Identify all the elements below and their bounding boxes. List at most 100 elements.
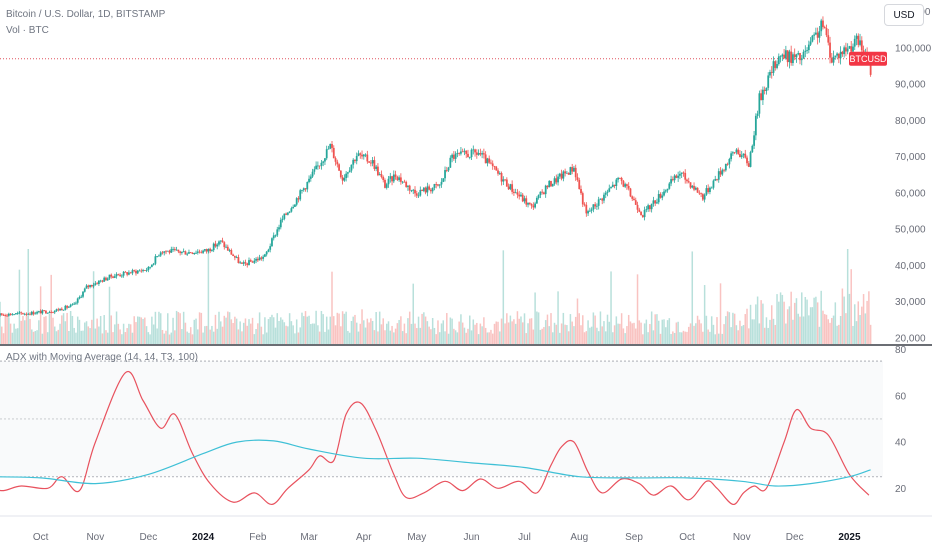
volume-bar: [241, 331, 243, 344]
volume-bar: [546, 314, 549, 344]
candle-body: [62, 309, 65, 311]
volume-bar: [175, 310, 178, 344]
volume-bar: [710, 316, 713, 344]
candle-body: [320, 162, 323, 166]
candle-body: [467, 153, 469, 158]
candle-body: [207, 248, 210, 252]
volume-bar: [868, 291, 870, 344]
volume-bar: [762, 303, 764, 344]
currency-button[interactable]: USD: [884, 4, 924, 26]
candle-body: [149, 266, 152, 268]
candle-body: [297, 198, 300, 200]
candle-body: [375, 166, 378, 169]
candle-body: [550, 181, 552, 187]
candle-body: [820, 20, 823, 32]
candle-body: [490, 162, 492, 164]
candle-body: [859, 40, 861, 45]
candle-body: [211, 250, 213, 252]
candle-body: [537, 195, 540, 198]
candle-body: [716, 179, 718, 180]
volume-bar: [172, 317, 174, 344]
candle-body: [788, 51, 791, 63]
volume-bar: [179, 313, 181, 344]
volume-bar: [626, 326, 628, 344]
candle-body: [159, 252, 162, 256]
candle-body: [601, 198, 604, 201]
candle-body: [709, 187, 711, 193]
indicator-label: ADX with Moving Average (14, 14, T3, 100…: [6, 352, 198, 363]
volume-bar: [140, 317, 143, 344]
candle-body: [285, 213, 287, 215]
candle-body: [465, 150, 468, 154]
volume-bar: [288, 313, 291, 344]
candle-body: [431, 187, 434, 192]
candle-body: [656, 202, 658, 204]
candle-body: [543, 192, 545, 195]
candle-body: [373, 160, 376, 169]
volume-bar: [136, 316, 139, 344]
volume-bar: [39, 286, 42, 344]
volume-bar: [15, 328, 17, 344]
candle-body: [557, 176, 559, 183]
candle-body: [857, 35, 860, 45]
volume-bar: [364, 327, 367, 344]
candle-body: [832, 56, 835, 63]
candle-body: [412, 189, 415, 191]
price-axis-tick: 50,000: [895, 225, 926, 236]
volume-bar: [848, 293, 851, 344]
volume-bar: [564, 324, 566, 344]
candle-body: [66, 305, 69, 308]
candle-body: [774, 61, 777, 68]
volume-bar: [666, 320, 669, 344]
volume-bar: [537, 312, 540, 344]
volume-bar: [629, 321, 632, 344]
volume-bar: [354, 314, 356, 344]
volume-bar: [569, 314, 572, 344]
candle-body: [670, 179, 672, 184]
candle-body: [507, 186, 510, 190]
volume-bar: [497, 321, 499, 344]
candle-body: [675, 175, 678, 178]
volume-bar: [53, 326, 56, 344]
candle-body: [311, 171, 314, 177]
volume-bar: [516, 311, 519, 344]
candle-body: [120, 275, 123, 277]
volume-bar: [458, 321, 460, 344]
volume-bar: [486, 332, 489, 344]
volume-bar: [384, 330, 386, 344]
candle-body: [482, 153, 485, 155]
volume-bar: [62, 313, 65, 344]
volume-bar: [846, 249, 849, 344]
volume-bar: [265, 332, 268, 344]
volume-bar: [790, 291, 792, 344]
volume-bar: [587, 320, 589, 344]
candle-body: [703, 194, 706, 200]
volume-bar: [294, 333, 296, 344]
candle-body: [491, 163, 494, 167]
volume-bar: [239, 321, 241, 344]
candle-body: [814, 32, 817, 35]
volume-bar: [377, 331, 379, 344]
volume-bar: [816, 302, 819, 344]
candle-body: [249, 260, 252, 262]
volume-bar: [767, 327, 769, 344]
price-axis-tick: 60,000: [895, 188, 926, 199]
volume-bar: [861, 306, 863, 344]
volume-bar: [260, 326, 263, 344]
volume-bar: [700, 323, 702, 344]
candle-body: [433, 184, 436, 188]
candle-body: [0, 313, 3, 315]
volume-bar: [636, 274, 639, 344]
candle-body: [156, 256, 159, 257]
volume-bar: [225, 317, 227, 344]
candle-body: [22, 313, 24, 315]
volume-bar: [610, 271, 612, 344]
candle-body: [136, 270, 139, 274]
volume-bar: [716, 317, 718, 344]
volume-bar: [313, 323, 316, 344]
candle-body: [29, 313, 31, 315]
candle-body: [352, 159, 355, 165]
candle-body: [359, 153, 362, 155]
candle-body: [152, 263, 155, 265]
